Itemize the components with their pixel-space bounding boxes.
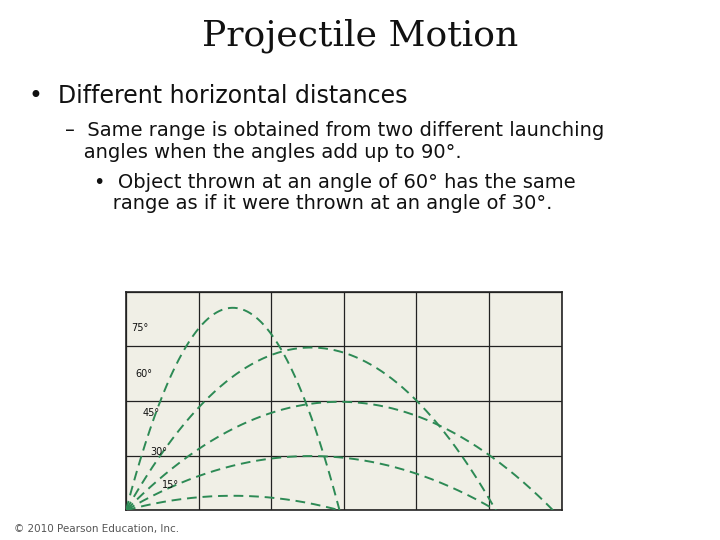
Text: –  Same range is obtained from two different launching: – Same range is obtained from two differ… bbox=[65, 122, 604, 140]
Text: 60°: 60° bbox=[135, 369, 153, 379]
Text: 75°: 75° bbox=[131, 323, 148, 333]
Text: 15°: 15° bbox=[162, 480, 179, 490]
Text: •  Different horizontal distances: • Different horizontal distances bbox=[29, 84, 408, 107]
Text: © 2010 Pearson Education, Inc.: © 2010 Pearson Education, Inc. bbox=[14, 523, 179, 534]
Text: 45°: 45° bbox=[143, 408, 159, 417]
Text: angles when the angles add up to 90°.: angles when the angles add up to 90°. bbox=[65, 143, 462, 162]
Text: Projectile Motion: Projectile Motion bbox=[202, 19, 518, 53]
Text: range as if it were thrown at an angle of 30°.: range as if it were thrown at an angle o… bbox=[94, 194, 552, 213]
Text: •  Object thrown at an angle of 60° has the same: • Object thrown at an angle of 60° has t… bbox=[94, 173, 575, 192]
Text: 30°: 30° bbox=[150, 447, 168, 457]
